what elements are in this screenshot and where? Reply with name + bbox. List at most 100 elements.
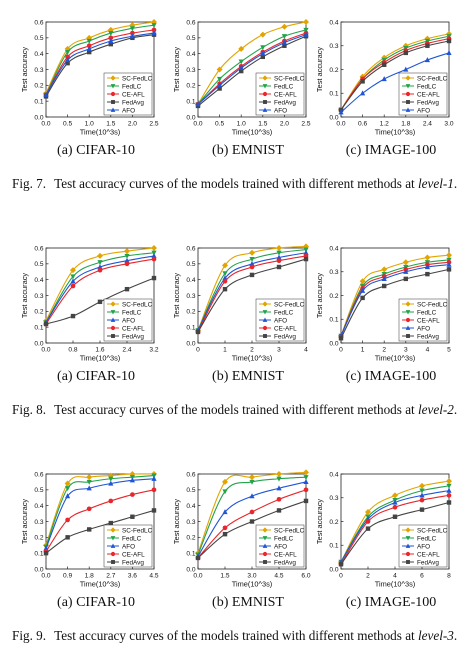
data-point [97,264,103,270]
series-line [45,478,155,549]
legend-entry: SC-FedLC [417,75,448,82]
data-point [360,287,366,293]
legend-marker [406,100,410,104]
data-point [425,271,430,277]
legend-entry: SC-FedLC [274,527,305,534]
legend-entry: CE-AFL [417,91,440,98]
x-axis-label: Time(10^3s) [80,580,121,589]
x-axis-label: Time(10^3s) [375,128,416,137]
x-tick-label: 0.8 [68,347,77,354]
data-point [402,42,409,49]
y-tick-label: 0.6 [186,471,195,478]
x-tick-label: 1.5 [258,121,267,128]
legend-entry: FedLC [274,309,294,316]
legend-marker [262,107,268,112]
legend-entry: AFO [417,543,430,550]
x-tick-label: 1.0 [237,121,246,128]
data-point [360,79,365,84]
chart-fig9b: 0.0 0.1 0.2 0.3 0.4 0.5 0.6 0.0 1.5 3.0 4.5 6.0 Time… [172,469,311,610]
data-point [260,50,266,56]
x-tick-label: 2 [382,347,386,354]
x-tick-label: 1 [223,347,227,354]
y-tick-label: 0.5 [34,261,43,268]
data-point [446,30,452,37]
y-tick-label: 0.4 [329,245,338,252]
y-tick-label: 0.1 [329,91,338,98]
legend-marker [405,527,411,533]
y-tick-label: 0.5 [34,487,43,494]
legend-entry: FedAvg [274,99,296,106]
data-point [151,256,157,262]
legend-entry: FedLC [122,535,142,542]
data-point [130,492,135,497]
x-tick-label: 3.2 [149,347,158,354]
legend-entry: FedAvg [417,333,439,340]
x-tick-label: 2 [366,573,370,580]
x-tick-label: 0.0 [41,573,50,580]
y-tick-label: 0.3 [186,293,195,300]
figure-label: Fig. 9. [12,628,47,643]
chart-fig9c: 0.0 0.1 0.2 0.3 0.4 0 2 4 6 8 Time(10^3s) Test accu… [315,471,452,610]
data-point [249,493,255,499]
legend-marker [262,551,268,557]
data-point [249,272,255,278]
y-tick-label: 0.6 [186,19,195,26]
data-point [403,268,409,274]
legend-marker [405,107,411,112]
data-point [338,562,344,567]
data-point [365,519,371,524]
chart-fig9a: 0.0 0.1 0.2 0.3 0.4 0.5 0.6 0.0 0.9 1.8 2.7 3.6 4.5 T… [20,471,159,610]
data-point [419,497,425,503]
subfigure-caption: (a) CIFAR-10 [57,595,135,610]
data-point [64,480,71,487]
x-tick-label: 0.9 [63,573,72,580]
legend-marker [405,91,411,97]
series-fedlc [195,27,309,108]
x-tick-label: 2.4 [423,121,432,128]
x-tick-label: 3.6 [128,573,137,580]
data-point [303,487,309,493]
data-point [446,493,452,498]
x-tick-label: 0 [339,573,343,580]
data-point [259,31,266,38]
legend-marker [405,75,411,81]
data-point [381,266,388,273]
y-tick-label: 0.1 [329,543,338,550]
legend-marker [110,536,116,541]
data-point [249,257,255,262]
data-point [222,531,228,537]
legend-marker [262,317,268,322]
legend-marker [110,107,116,112]
data-point [381,283,387,289]
data-point [129,33,135,39]
data-point [64,45,71,52]
data-point [86,474,93,481]
data-point [217,82,223,88]
y-tick-label: 0.1 [34,98,43,105]
legend-entry: SC-FedLC [122,75,153,82]
data-point [419,482,425,489]
data-point [249,249,255,256]
data-point [419,492,425,498]
legend-entry: FedLC [274,535,294,542]
data-point [446,50,452,55]
data-point [365,526,371,531]
data-point [276,245,282,251]
legend-entry: CE-AFL [122,325,145,332]
data-point [446,261,452,267]
data-point [392,492,398,499]
data-point [86,479,92,485]
series-fedavg [338,500,452,567]
data-point [238,45,245,52]
data-point [222,509,228,515]
figure-level: level-2 [418,402,454,417]
data-point [392,499,398,505]
x-tick-label: 4 [426,347,430,354]
y-tick-label: 0.1 [186,324,195,331]
series-fedavg [195,498,309,561]
